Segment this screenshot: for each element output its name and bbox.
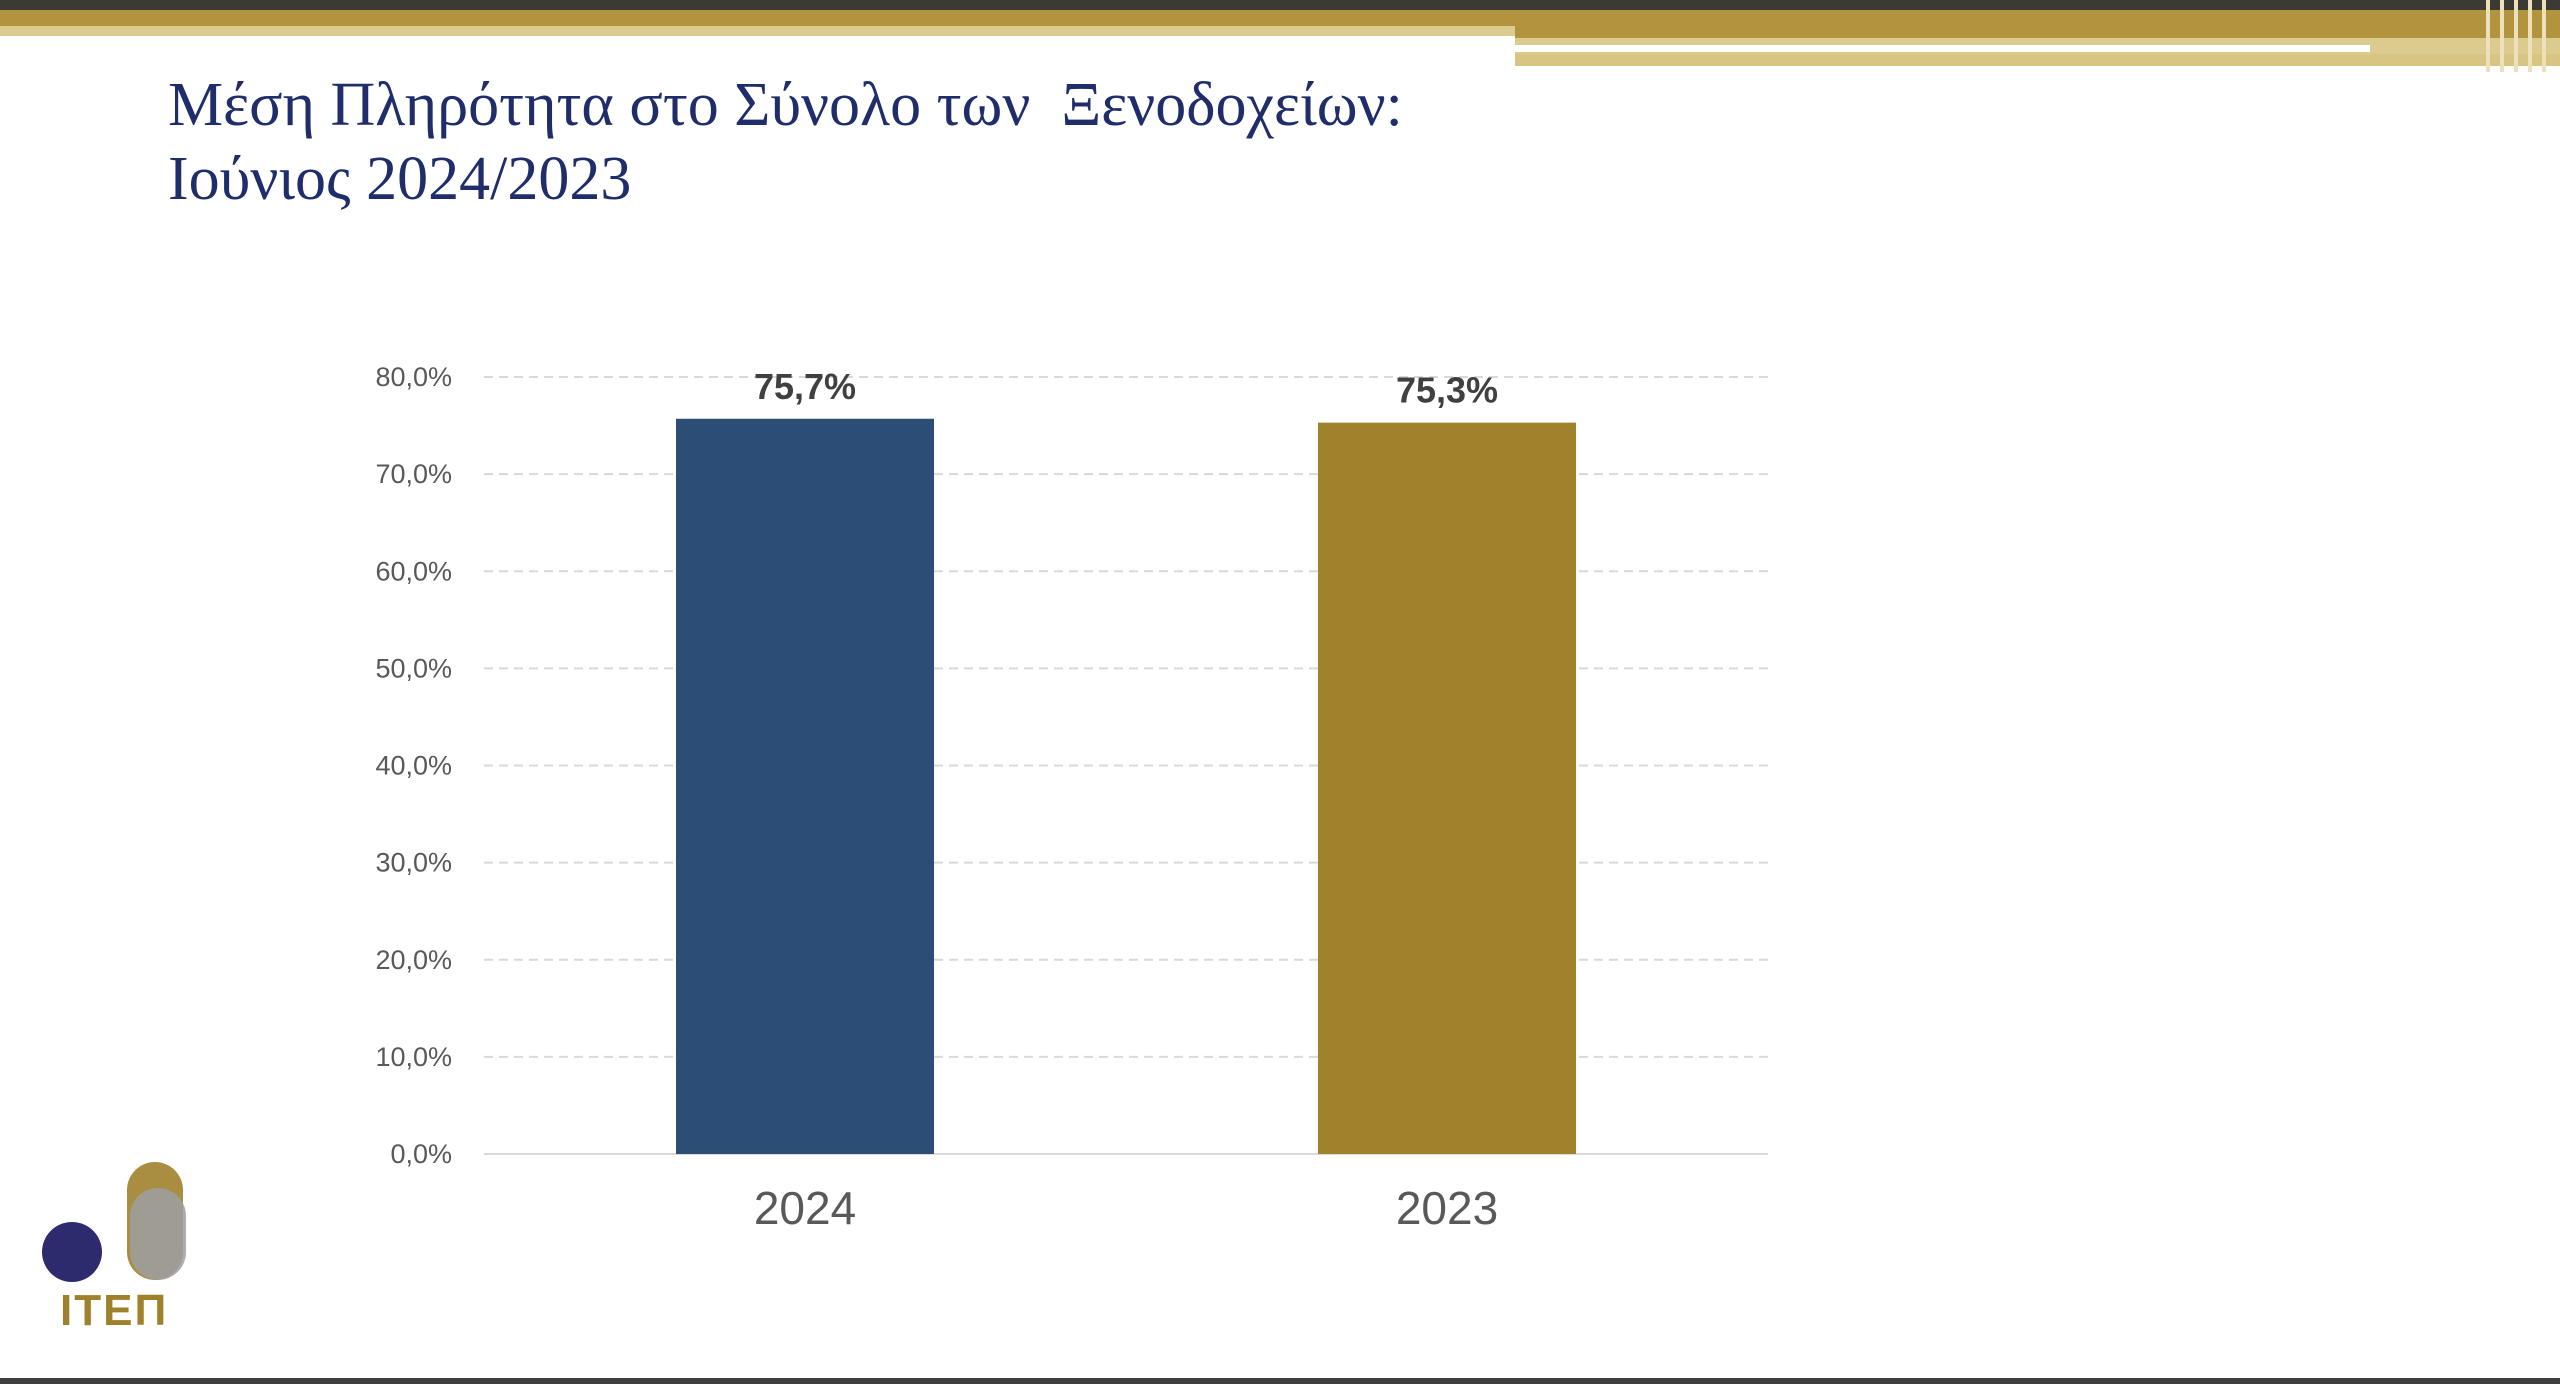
header-bar-white-gap-lower [2065,66,2560,71]
footer-line [0,1378,2560,1384]
bar-2023 [1318,422,1576,1154]
bar-2024 [676,418,934,1154]
header-bar-white-gap [1515,45,2370,52]
header-bar-gold-right [1515,26,2560,38]
y-tick-label: 20,0% [375,945,452,975]
header-bar-light [0,26,1515,36]
header-bar-light-lower [1515,54,2560,66]
header-stripe [2528,0,2532,72]
y-tick-label: 60,0% [375,556,452,586]
y-tick-label: 0,0% [390,1139,452,1169]
y-tick-label: 70,0% [375,459,452,489]
x-tick-label: 2023 [1396,1182,1498,1234]
logo-text: ΙΤΕΠ [60,1286,169,1335]
y-tick-label: 40,0% [375,751,452,781]
page-title-line-1: Μέση Πληρότητα στο Σύνολο των Ξενοδοχείω… [168,71,1403,139]
header-stripe [2500,0,2504,72]
header-stripe [2542,0,2546,72]
page-title: Μέση Πληρότητα στο Σύνολο των Ξενοδοχείω… [168,68,1768,216]
x-tick-label: 2024 [754,1182,856,1234]
data-label: 75,3% [1396,370,1498,411]
header-stripe [2514,0,2518,72]
data-label: 75,7% [754,366,856,407]
y-tick-label: 10,0% [375,1042,452,1072]
page-title-line-2: Ιούνιος 2024/2023 [168,145,632,213]
header-bar-gold [0,10,2560,26]
header-bar-dark [0,0,2560,10]
header-stripe [2486,0,2490,72]
y-tick-label: 30,0% [375,848,452,878]
y-tick-label: 80,0% [375,362,452,392]
itep-logo-icon [42,1162,186,1282]
y-tick-label: 50,0% [375,653,452,683]
